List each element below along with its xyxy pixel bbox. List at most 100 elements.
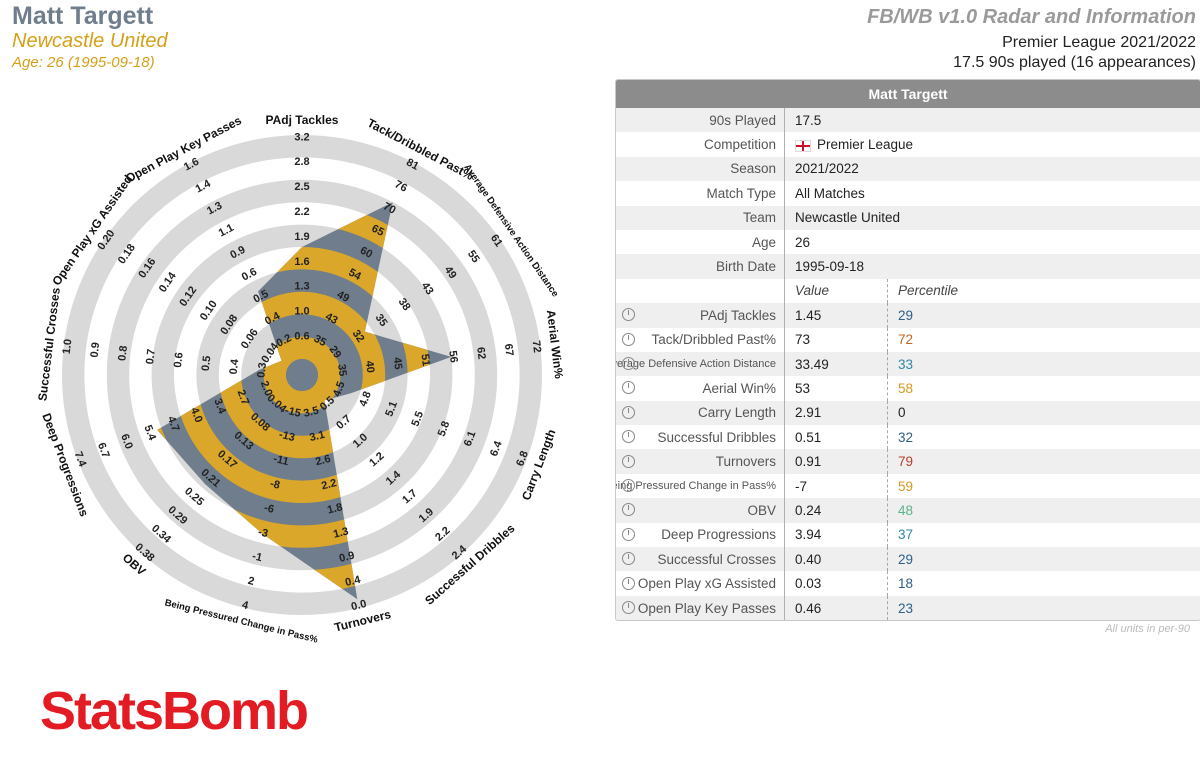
stat-row: OBV 0.24 48 — [616, 498, 1200, 523]
stat-label: PAdj Tackles — [616, 303, 785, 328]
template-title: FB/WB v1.0 Radar and Information — [867, 6, 1196, 28]
team-name: Newcastle United — [12, 30, 168, 52]
stat-dial-icon — [622, 479, 635, 493]
radar-tick-label: 55 — [465, 248, 482, 265]
radar-tick-label: 0.4 — [228, 358, 242, 375]
stat-label: Being Pressured Change in Pass% — [616, 473, 785, 499]
stat-percentile: 23 — [887, 595, 913, 621]
radar-tick-label: 1.3 — [294, 281, 309, 293]
stat-row: Open Play Key Passes 0.46 23 — [616, 595, 1200, 621]
radar-tick-label: 1.0 — [294, 306, 309, 318]
stat-value: 3.94 — [795, 527, 822, 543]
info-label: Team — [616, 205, 785, 230]
radar-tick-label: 0.9 — [338, 550, 356, 565]
radar-tick-label: -3 — [257, 526, 269, 540]
stat-percentile: 32 — [887, 425, 913, 450]
radar-tick-label: 1.0 — [61, 338, 75, 355]
radar-tick-label: -13 — [278, 429, 296, 444]
info-label: Birth Date — [616, 254, 785, 279]
radar-tick-label: 1.1 — [217, 222, 236, 240]
radar-tick-label: 51 — [419, 353, 432, 367]
radar-tick-label: 81 — [404, 156, 420, 172]
radar-tick-label: 7.4 — [72, 450, 89, 469]
info-value: 1995-09-18 — [785, 259, 864, 274]
stat-row: Successful Crosses 0.40 29 — [616, 547, 1200, 572]
stat-header-spacer — [616, 278, 785, 304]
info-value: All Matches — [785, 186, 865, 201]
stat-dial-icon — [622, 454, 635, 468]
radar-ring — [61, 134, 543, 616]
radar-tick-label: 4.0 — [188, 406, 205, 425]
radar-tick-label: 1.8 — [326, 501, 344, 516]
stat-value: 1.45 — [795, 307, 822, 323]
stat-label: Average Defensive Action Distance — [616, 351, 785, 377]
radar-tick-label: 0.5 — [200, 355, 214, 372]
stat-label-text: Turnovers — [715, 454, 776, 470]
radar-axis-label: PAdj Tackles — [266, 113, 339, 127]
radar-center — [286, 359, 318, 391]
stat-value: 0.91 — [795, 454, 822, 470]
radar-tick-label: 60 — [358, 245, 374, 261]
radar-tick-label: 1.9 — [294, 231, 309, 243]
info-row: Birth Date 1995-09-18 — [616, 254, 1200, 279]
stat-label-text: Open Play Key Passes — [637, 600, 776, 616]
info-row: 90s Played 17.5 — [616, 108, 1200, 133]
radar-tick-label: 70 — [381, 200, 397, 216]
radar-tick-label: 29 — [327, 344, 344, 361]
info-row: Match Type All Matches — [616, 181, 1200, 206]
stat-dial-icon — [622, 601, 635, 614]
radar-tick-label: 3.2 — [294, 131, 309, 143]
radar-tick-label: 35 — [335, 363, 348, 377]
info-value-text: 2021/2022 — [795, 161, 859, 177]
stat-label-text: Successful Dribbles — [657, 429, 776, 445]
radar-tick-label: 35 — [373, 312, 390, 329]
radar-tick-label: 43 — [323, 311, 339, 327]
info-value: 17.5 — [785, 113, 821, 128]
radar-tick-label: 5.8 — [436, 420, 453, 439]
stat-dial-icon — [622, 430, 635, 444]
stat-row: Deep Progressions 3.94 37 — [616, 522, 1200, 548]
radar-tick-label: 32 — [350, 328, 367, 345]
stat-header-row: Value Percentile — [616, 278, 1200, 304]
stat-label: Tack/Dribbled Past% — [616, 327, 785, 352]
stat-dial-icon — [622, 332, 635, 346]
radar-tick-label: 3.5 — [302, 405, 320, 420]
radar-tick-label: 0.4 — [344, 574, 363, 590]
radar-polygon-band — [263, 336, 341, 414]
radar-chart: 0.6 1.0 1.3 1.6 1.9 2.2 2.5 2.8 3.2 PAdj Tackles 3… — [35, 113, 566, 646]
stat-dial-icon — [622, 381, 635, 395]
stat-row: Turnovers 0.91 79 — [616, 449, 1200, 474]
info-value: 2021/2022 — [785, 161, 859, 176]
stat-label: Carry Length — [616, 400, 785, 426]
radar-tick-label: 0.7 — [144, 348, 158, 365]
stat-percentile: 18 — [887, 571, 913, 596]
info-label: Match Type — [616, 181, 785, 206]
stat-label-text: Aerial Win% — [702, 380, 776, 396]
radar-tick-label: 45 — [391, 357, 404, 371]
stat-value: 0.03 — [795, 576, 822, 592]
minutes-played: 17.5 90s played (16 appearances) — [953, 54, 1196, 71]
stat-value: 53 — [795, 380, 811, 396]
info-value-text: Premier League — [817, 137, 914, 153]
radar-tick-label: 62 — [474, 346, 487, 360]
radar-tick-label: 2.7 — [235, 388, 252, 407]
radar-tick-label: 4.7 — [165, 415, 182, 434]
radar-axis-label: Aerial Win% — [544, 309, 566, 380]
radar-tick-label: 5.1 — [383, 400, 400, 419]
stat-value: 2.91 — [795, 405, 822, 421]
stat-percentile: 48 — [887, 498, 913, 523]
league-season: Premier League 2021/2022 — [1002, 34, 1196, 51]
radar-tick-label: 6.1 — [462, 429, 479, 448]
radar-tick-label: 0.9 — [89, 342, 103, 359]
stat-dial-icon — [622, 357, 635, 371]
info-value-text: 1995-09-18 — [795, 259, 865, 275]
info-value: Premier League — [785, 137, 913, 152]
age-line: Age: 26 (1995-09-18) — [12, 54, 155, 71]
stat-percentile: 29 — [887, 547, 913, 572]
radar-tick-label: 2.2 — [320, 477, 338, 492]
info-row: Competition Premier League — [616, 132, 1200, 157]
stat-percentile: 79 — [887, 449, 913, 474]
stat-percentile: 37 — [887, 522, 913, 548]
stat-label-text: Open Play xG Assisted — [637, 576, 776, 592]
stat-label: OBV — [616, 498, 785, 523]
